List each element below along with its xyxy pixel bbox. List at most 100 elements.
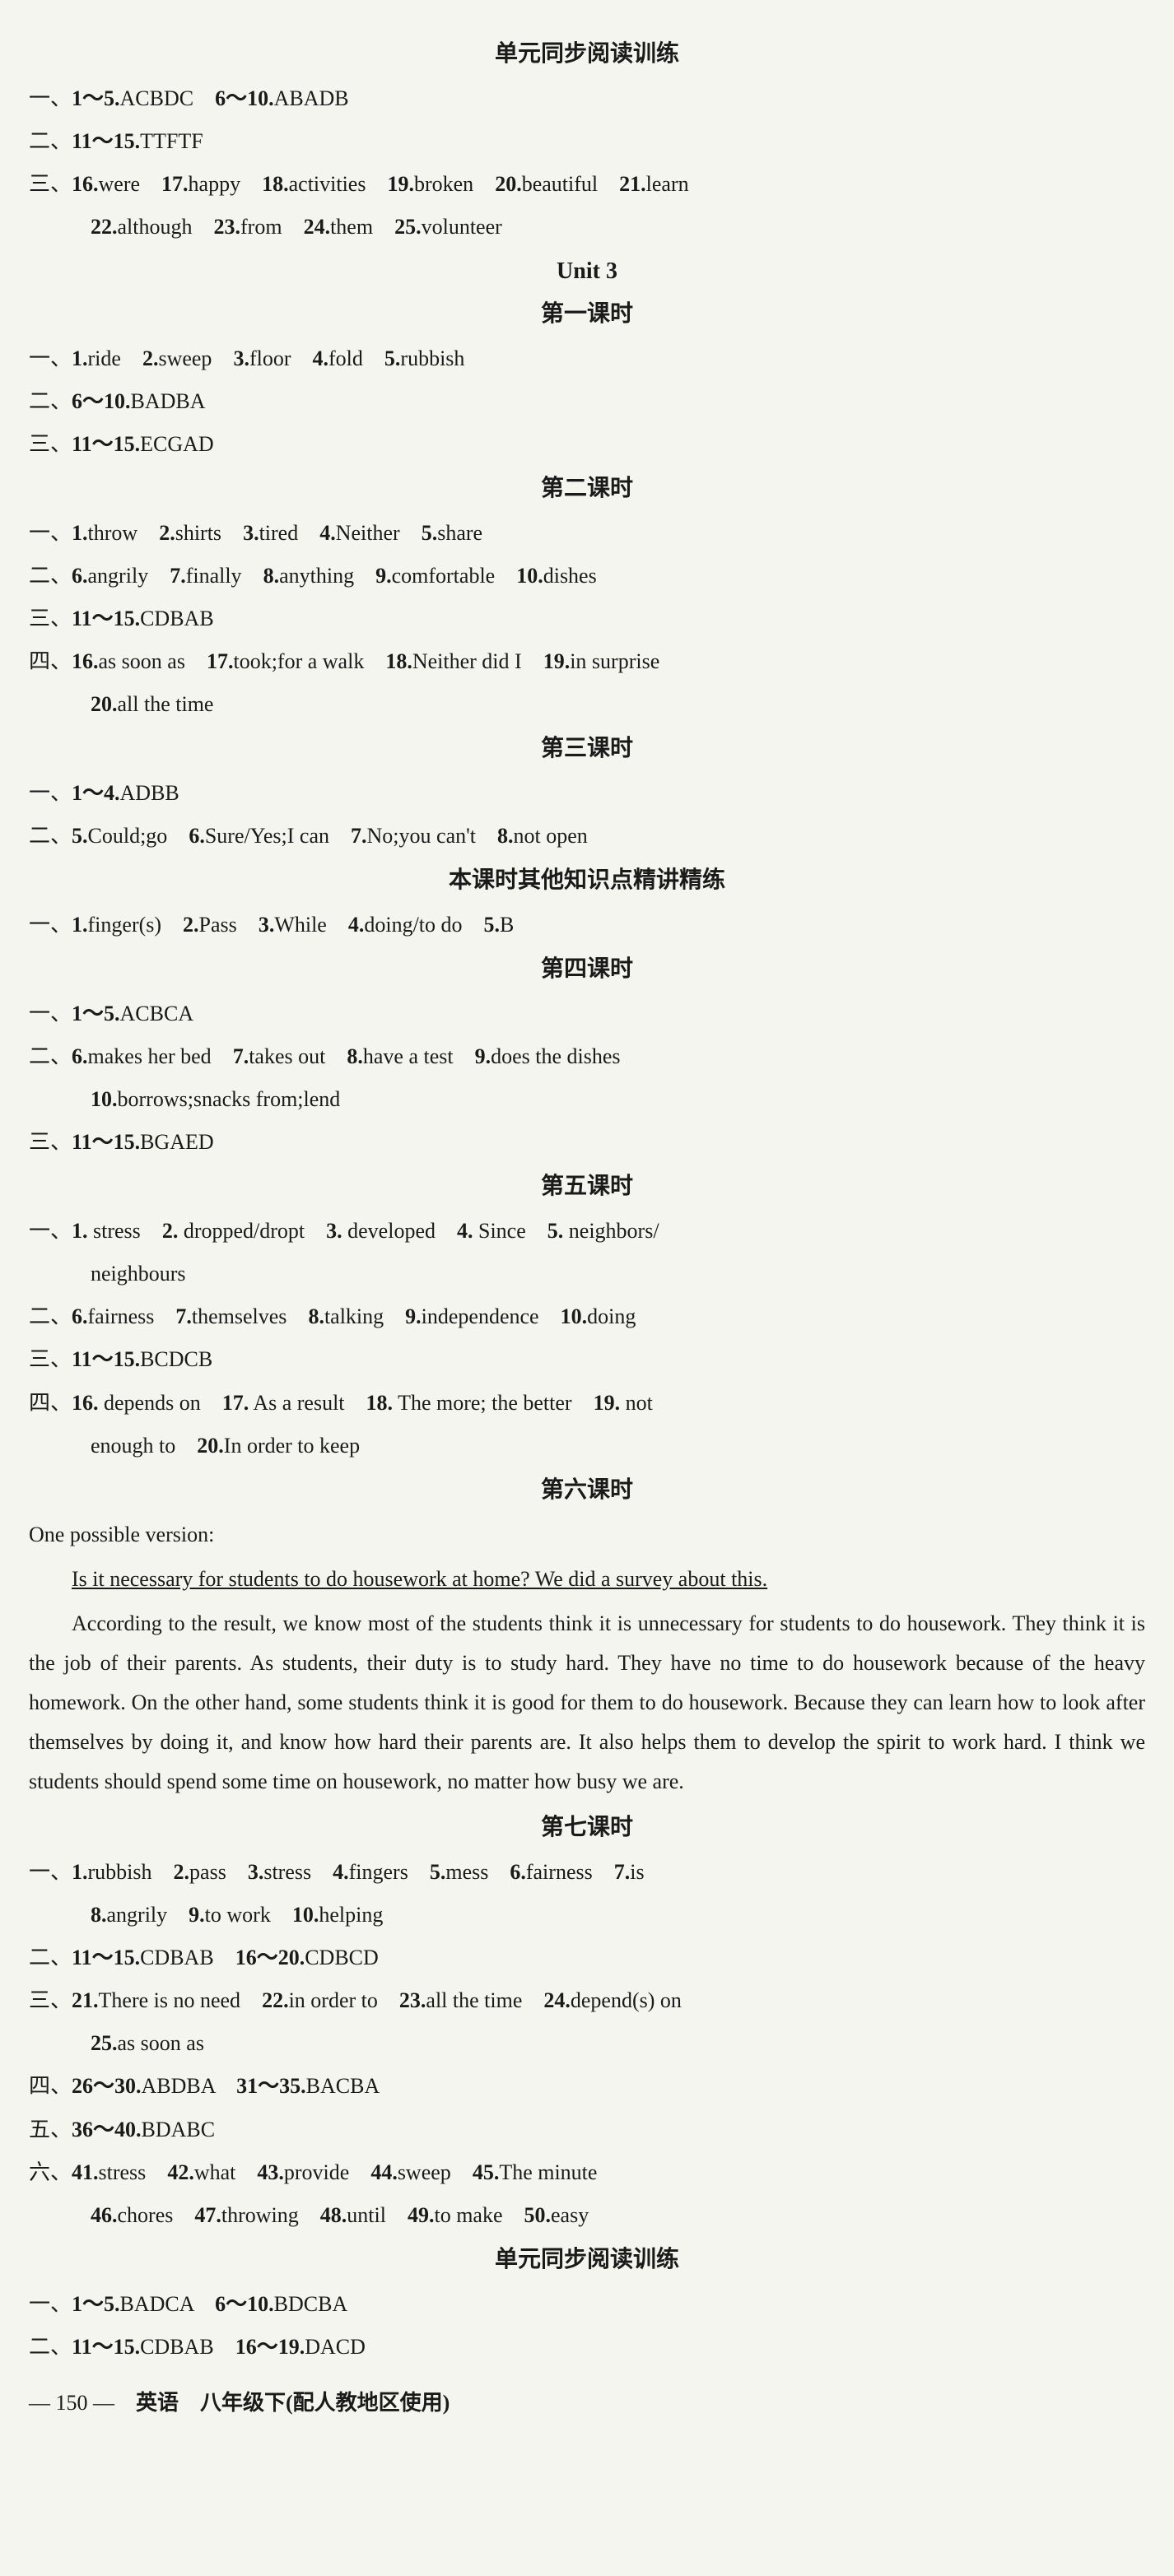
n: 8. — [308, 1304, 324, 1328]
a: pass — [189, 1860, 226, 1884]
a: Neither did I — [412, 649, 522, 673]
answer: DACD — [305, 2335, 366, 2359]
n: 17. — [161, 172, 189, 196]
n: 3. — [326, 1219, 342, 1243]
range: 31～35. — [236, 2074, 306, 2098]
n: 49. — [408, 2203, 435, 2227]
n: 4. — [348, 913, 365, 937]
n: 2. — [142, 346, 159, 370]
prefix: 一、 — [29, 346, 72, 370]
n: 7. — [351, 824, 367, 848]
page-number: — 150 — — [29, 2391, 114, 2415]
range: 1～4. — [72, 781, 120, 805]
range: 11～15. — [72, 432, 140, 456]
a: share — [437, 521, 482, 545]
answer: CDBAB — [140, 2335, 214, 2359]
period-title: 第六课时 — [29, 1469, 1145, 1512]
answer-line-cont: 20.all the time — [29, 685, 1145, 724]
n: 8. — [91, 1903, 107, 1927]
range: 16～19. — [235, 2335, 305, 2359]
range: 1～5. — [72, 86, 120, 110]
n: 8. — [497, 824, 514, 848]
n: 4. — [457, 1219, 473, 1243]
period-title: 第四课时 — [29, 948, 1145, 991]
a: In order to keep — [224, 1434, 360, 1458]
answer-line: 三、16.were 17.happy 18.activities 19.brok… — [29, 165, 1145, 204]
a: sweep — [398, 2160, 451, 2184]
a: helping — [319, 1903, 383, 1927]
a: all the time — [118, 692, 214, 716]
range: 11～15. — [72, 1946, 140, 1969]
n: 16. — [72, 1391, 99, 1415]
a: to make — [434, 2203, 502, 2227]
answer-line: 一、1.throw 2.shirts 3.tired 4.Neither 5.s… — [29, 514, 1145, 553]
period-title: 第七课时 — [29, 1806, 1145, 1849]
prefix: 一、 — [29, 86, 72, 110]
a: Since — [478, 1219, 526, 1243]
answer-line: 一、1～5.ACBDC 6～10.ABADB — [29, 79, 1145, 119]
a: finally — [186, 564, 242, 588]
n: 7. — [175, 1304, 192, 1328]
answer-line: 一、1.rubbish 2.pass 3.stress 4.fingers 5.… — [29, 1853, 1145, 1892]
period-title: 第二课时 — [29, 467, 1145, 510]
n: 3. — [243, 521, 259, 545]
a: stress — [93, 1219, 141, 1243]
a: until — [347, 2203, 386, 2227]
a: took;for a walk — [233, 649, 364, 673]
range: 1～5. — [72, 1002, 120, 1025]
a: fairness — [88, 1304, 155, 1328]
a: throwing — [221, 2203, 299, 2227]
answer-line: 六、41.stress 42.what 43.provide 44.sweep … — [29, 2153, 1145, 2192]
n: 3. — [233, 346, 249, 370]
a: what — [194, 2160, 236, 2184]
answer: TTFTF — [140, 129, 203, 153]
a: to work — [205, 1903, 271, 1927]
answer-line: 二、5.Could;go 6.Sure/Yes;I can 7.No;you c… — [29, 816, 1145, 856]
n: 22. — [91, 215, 118, 239]
answer-line: 二、6～10.BADBA — [29, 382, 1145, 421]
n: 20. — [197, 1434, 224, 1458]
n: 1. — [72, 521, 88, 545]
prefix: 一、 — [29, 1219, 72, 1243]
prefix: 二、 — [29, 129, 72, 153]
answer-line: 一、1.ride 2.sweep 3.floor 4.fold 5.rubbis… — [29, 339, 1145, 379]
prefix: 二、 — [29, 824, 72, 848]
prefix: 三、 — [29, 1347, 72, 1371]
n: 19. — [387, 172, 414, 196]
answer: BDCBA — [274, 2292, 348, 2316]
prefix: 三、 — [29, 1130, 72, 1154]
prefix: 四、 — [29, 2074, 72, 2098]
a: Neither — [336, 521, 400, 545]
prefix: 一、 — [29, 1002, 72, 1025]
answer: ABDBA — [142, 2074, 216, 2098]
a: While — [274, 913, 327, 937]
a: sweep — [158, 346, 212, 370]
answer-line: 二、6.fairness 7.themselves 8.talking 9.in… — [29, 1297, 1145, 1337]
a: is — [630, 1860, 644, 1884]
a: learn — [646, 172, 689, 196]
answer: BCDCB — [140, 1347, 212, 1371]
a: fairness — [526, 1860, 593, 1884]
n: 18. — [385, 649, 412, 673]
a: not — [626, 1391, 653, 1415]
answer: BADBA — [131, 389, 206, 413]
unit-title: Unit 3 — [29, 250, 1145, 293]
n: 2. — [183, 913, 199, 937]
n: 10. — [91, 1087, 118, 1111]
footer-text: 英语 八年级下(配人教地区使用) — [136, 2391, 450, 2415]
answer: BADCA — [120, 2292, 194, 2316]
a: makes her bed — [88, 1044, 212, 1068]
answer: ADBB — [120, 781, 179, 805]
range: 16～20. — [235, 1946, 305, 1969]
answer: ECGAD — [140, 432, 214, 456]
n: 9. — [375, 564, 392, 588]
n: 3. — [259, 913, 275, 937]
a: in order to — [289, 1988, 378, 2012]
a: beautiful — [522, 172, 598, 196]
answer-line-cont: enough to 20.In order to keep — [29, 1426, 1145, 1466]
answer-line: 二、11～15.CDBAB 16～19.DACD — [29, 2327, 1145, 2367]
n: 5. — [547, 1219, 564, 1243]
a: mess — [445, 1860, 488, 1884]
a: were — [99, 172, 141, 196]
n: 44. — [370, 2160, 398, 2184]
